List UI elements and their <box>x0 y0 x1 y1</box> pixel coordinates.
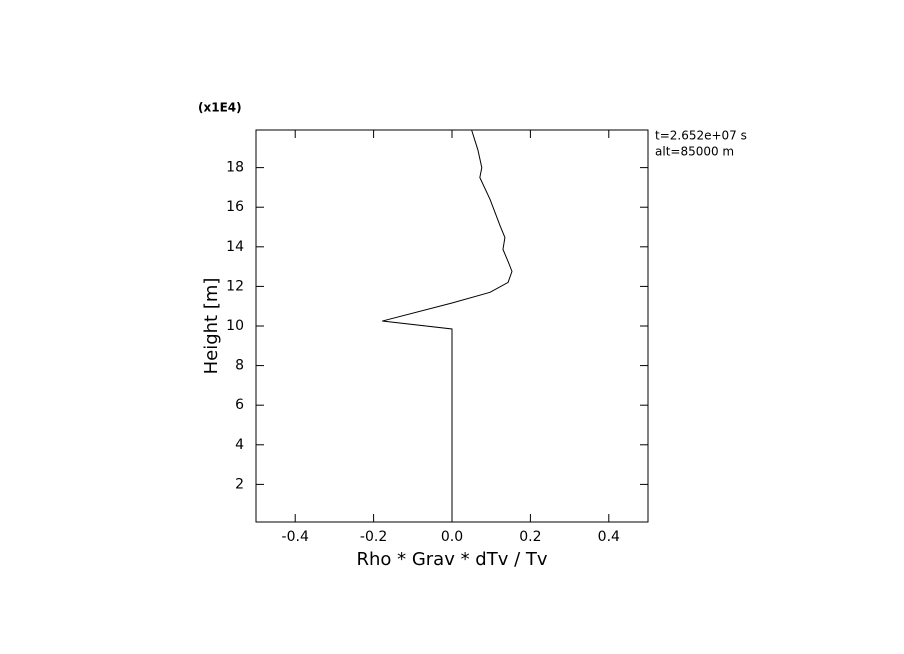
x-tick-label: 0.0 <box>441 529 463 545</box>
y-tick-label: 6 <box>235 397 244 413</box>
y-tick-label: 8 <box>235 358 244 374</box>
y-tick-label: 10 <box>226 318 244 334</box>
y-tick-label: 4 <box>235 437 244 453</box>
x-tick-label: 0.4 <box>598 529 620 545</box>
y-axis-title: Height [m] <box>201 278 222 375</box>
x-axis-title: Rho * Grav * dTv / Tv <box>356 549 547 570</box>
y-tick-label: 18 <box>226 160 244 176</box>
y-tick-label: 12 <box>226 278 244 294</box>
y-tick-label: 14 <box>226 239 244 255</box>
profile-line <box>382 129 513 522</box>
annotation: alt=85000 m <box>655 145 734 159</box>
x-tick-label: -0.4 <box>282 529 309 545</box>
multiplier-label: (x1E4) <box>198 101 242 115</box>
x-tick-label: -0.2 <box>360 529 387 545</box>
x-tick-label: 0.2 <box>519 529 541 545</box>
y-tick-label: 16 <box>226 199 244 215</box>
y-tick-label: 2 <box>235 476 244 492</box>
annotation: t=2.652e+07 s <box>655 129 747 143</box>
